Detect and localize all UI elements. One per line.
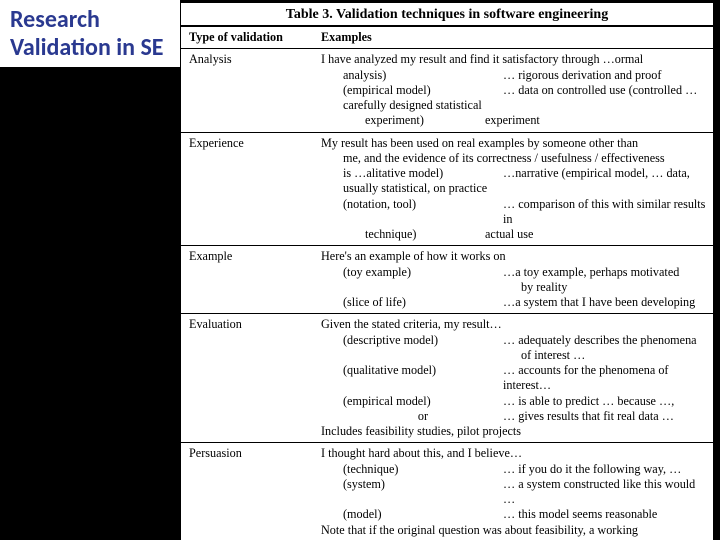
cell-examples: I have analyzed my result and find it sa… — [313, 49, 713, 132]
ex-val: … gives results that fit real data … — [503, 409, 707, 424]
ex-val: … if you do it the following way, … — [503, 462, 707, 477]
header-type: Type of validation — [181, 26, 313, 49]
ex-line: analysis) … rigorous derivation and proo… — [321, 68, 707, 83]
cell-type: Persuasion — [181, 443, 313, 540]
table-row: Example Here's an example of how it work… — [181, 246, 713, 314]
ex-val: …a system that I have been developing — [503, 295, 707, 310]
cell-type: Evaluation — [181, 314, 313, 443]
ex-line: technique) actual use — [321, 227, 707, 242]
ex-key: (notation, tool) — [343, 197, 503, 228]
ex-val: … comparison of this with similar result… — [503, 197, 707, 228]
ex-key: (toy example) — [343, 265, 503, 280]
ex-line: Note that if the original question was a… — [321, 523, 707, 538]
ex-line: (descriptive model) … adequately describ… — [321, 333, 707, 348]
ex-line: (model) … this model seems reasonable — [321, 507, 707, 522]
ex-line: experiment) experiment — [321, 113, 707, 128]
cell-examples: I thought hard about this, and I believe… — [313, 443, 713, 540]
ex-key: (empirical model) — [343, 394, 503, 409]
ex-line: (empirical model) … is able to predict …… — [321, 394, 707, 409]
ex-key: or — [343, 409, 503, 424]
ex-key: (slice of life) — [343, 295, 503, 310]
ex-val: … is able to predict … because …, — [503, 394, 707, 409]
ex-key: (qualitative model) — [343, 363, 503, 394]
ex-val: … this model seems reasonable — [503, 507, 707, 522]
ex-line: I have analyzed my result and find it sa… — [321, 52, 707, 67]
ex-line: me, and the evidence of its correctness … — [321, 151, 707, 166]
ex-line: My result has been used on real examples… — [321, 136, 707, 151]
ex-line: (technique) … if you do it the following… — [321, 462, 707, 477]
ex-line: (slice of life) …a system that I have be… — [321, 295, 707, 310]
cell-type: Experience — [181, 132, 313, 246]
ex-val: … rigorous derivation and proof — [503, 68, 707, 83]
table-row: Analysis I have analyzed my result and f… — [181, 49, 713, 132]
cell-examples: Here's an example of how it works on (to… — [313, 246, 713, 314]
ex-key: (empirical model) — [343, 83, 503, 98]
table-header-row: Type of validation Examples — [181, 26, 713, 49]
ex-val: …a toy example, perhaps motivated — [503, 265, 707, 280]
ex-line: Given the stated criteria, my result… — [321, 317, 707, 332]
ex-line: (toy example) …a toy example, perhaps mo… — [321, 265, 707, 280]
table-row: Persuasion I thought hard about this, an… — [181, 443, 713, 540]
ex-key: (model) — [343, 507, 503, 522]
ex-val: … accounts for the phenomena of interest… — [503, 363, 707, 394]
ex-val: …narrative (empirical model, … data, — [503, 166, 707, 181]
cell-examples: My result has been used on real examples… — [313, 132, 713, 246]
ex-val: … a system constructed like this would … — [503, 477, 707, 508]
cell-examples: Given the stated criteria, my result… (d… — [313, 314, 713, 443]
ex-line: carefully designed statistical — [321, 98, 707, 113]
ex-key: analysis) — [343, 68, 503, 83]
ex-line: is …alitative model) …narrative (empiric… — [321, 166, 707, 181]
ex-val: … data on controlled use (controlled … — [503, 83, 707, 98]
ex-line: by reality — [321, 280, 707, 295]
ex-line: (qualitative model) … accounts for the p… — [321, 363, 707, 394]
ex-key: experiment) — [365, 113, 485, 128]
ex-line: (empirical model) … data on controlled u… — [321, 83, 707, 98]
ex-line: usually statistical, on practice — [321, 181, 707, 196]
slide-title: Research Validation in SE — [0, 0, 180, 67]
ex-line: I thought hard about this, and I believe… — [321, 446, 707, 461]
table-row: Experience My result has been used on re… — [181, 132, 713, 246]
ex-line: of interest … — [321, 348, 707, 363]
ex-key: (technique) — [343, 462, 503, 477]
cell-type: Analysis — [181, 49, 313, 132]
ex-line: (notation, tool) … comparison of this wi… — [321, 197, 707, 228]
ex-val: … adequately describes the phenomena — [503, 333, 707, 348]
ex-key: is …alitative model) — [343, 166, 503, 181]
table-caption: Table 3. Validation techniques in softwa… — [181, 3, 713, 25]
ex-key: (descriptive model) — [343, 333, 503, 348]
cell-type: Example — [181, 246, 313, 314]
table-row: Evaluation Given the stated criteria, my… — [181, 314, 713, 443]
ex-val: actual use — [485, 227, 707, 242]
ex-key: (system) — [343, 477, 503, 508]
slide: Research Validation in SE Table 3. Valid… — [0, 0, 720, 540]
ex-line: (system) … a system constructed like thi… — [321, 477, 707, 508]
ex-line: Here's an example of how it works on — [321, 249, 707, 264]
ex-val: experiment — [485, 113, 707, 128]
ex-key: technique) — [365, 227, 485, 242]
header-examples: Examples — [313, 26, 713, 49]
table: Type of validation Examples Analysis I h… — [181, 25, 713, 540]
ex-line: Includes feasibility studies, pilot proj… — [321, 424, 707, 439]
validation-table: Table 3. Validation techniques in softwa… — [180, 2, 714, 540]
ex-line: or … gives results that fit real data … — [321, 409, 707, 424]
